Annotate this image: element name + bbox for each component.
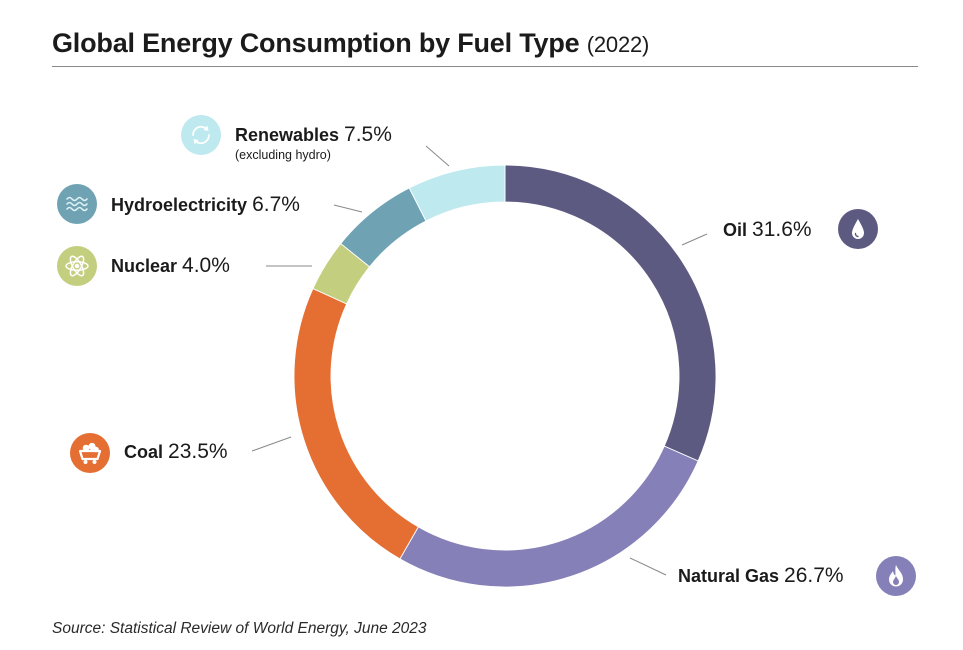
chart-title-year: (2022) bbox=[586, 32, 650, 57]
chart-title-main: Global Energy Consumption by Fuel Type bbox=[52, 28, 580, 58]
label-hydroelectricity-value: 6.7% bbox=[252, 193, 300, 216]
leader-line-coal bbox=[251, 436, 292, 452]
recycle-arrows-icon bbox=[181, 115, 221, 155]
water-waves-icon bbox=[57, 184, 97, 224]
label-hydroelectricity-name: Hydroelectricity bbox=[111, 195, 248, 215]
slice-oil bbox=[504, 164, 717, 462]
coal-cart-icon bbox=[70, 433, 110, 473]
label-natural-gas-name: Natural Gas bbox=[678, 566, 780, 586]
label-hydroelectricity: Hydroelectricity 6.7% bbox=[111, 194, 300, 216]
label-oil: Oil 31.6% bbox=[723, 219, 812, 241]
label-nuclear-name: Nuclear bbox=[111, 256, 178, 276]
label-renewables-value: 7.5% bbox=[344, 123, 392, 146]
gas-flame-icon bbox=[876, 556, 916, 596]
label-natural-gas: Natural Gas 26.7% bbox=[678, 565, 844, 587]
label-coal-name: Coal bbox=[124, 442, 164, 462]
label-natural-gas-value: 26.7% bbox=[784, 564, 844, 587]
leader-line-hydroelectricity bbox=[333, 204, 363, 213]
slice-natural-gas bbox=[399, 445, 699, 588]
source-note: Source: Statistical Review of World Ener… bbox=[52, 620, 427, 637]
atom-icon bbox=[57, 246, 97, 286]
title-divider bbox=[52, 66, 918, 67]
slice-renewables bbox=[408, 164, 506, 222]
label-oil-name: Oil bbox=[723, 220, 748, 240]
slice-coal bbox=[293, 287, 419, 560]
label-coal: Coal 23.5% bbox=[124, 441, 228, 463]
leader-line-natural-gas bbox=[629, 557, 667, 576]
label-renewables: Renewables 7.5% (excluding hydro) bbox=[235, 124, 392, 163]
leader-line-renewables bbox=[425, 145, 450, 167]
label-oil-value: 31.6% bbox=[752, 218, 812, 241]
label-coal-value: 23.5% bbox=[168, 440, 228, 463]
chart-title: Global Energy Consumption by Fuel Type (… bbox=[52, 28, 649, 59]
label-nuclear: Nuclear 4.0% bbox=[111, 255, 230, 277]
oil-drop-icon bbox=[838, 209, 878, 249]
label-renewables-name: Renewables bbox=[235, 125, 340, 145]
leader-line-oil bbox=[681, 233, 708, 246]
label-nuclear-value: 4.0% bbox=[182, 254, 230, 277]
label-renewables-note: (excluding hydro) bbox=[235, 148, 331, 162]
